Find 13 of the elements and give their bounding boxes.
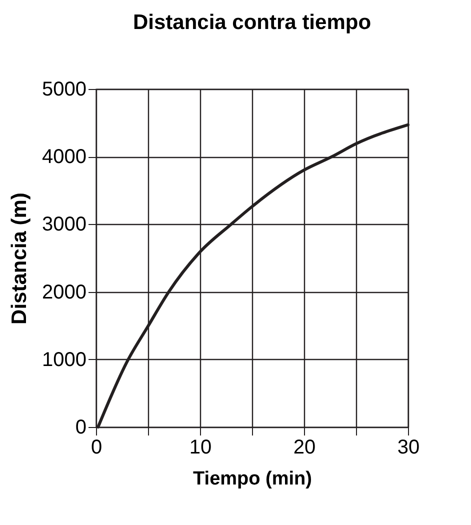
y-tick-label: 5000 bbox=[42, 78, 86, 100]
y-tick-label: 4000 bbox=[42, 146, 86, 168]
y-tick-label: 3000 bbox=[42, 214, 86, 236]
x-tick-label: 30 bbox=[397, 436, 420, 458]
chart-title: Distancia contra tiempo bbox=[132, 11, 372, 34]
y-axis-title: Distancia (m) bbox=[8, 192, 32, 324]
x-tick-label: 20 bbox=[293, 436, 316, 458]
y-tick-label: 2000 bbox=[42, 281, 86, 304]
y-tick-label: 0 bbox=[75, 416, 86, 438]
x-tick-label: 0 bbox=[90, 436, 102, 458]
x-tick-label: 10 bbox=[189, 436, 212, 458]
y-tick-label: 1000 bbox=[42, 348, 86, 371]
x-axis-title: Tiempo (min) bbox=[193, 468, 312, 490]
